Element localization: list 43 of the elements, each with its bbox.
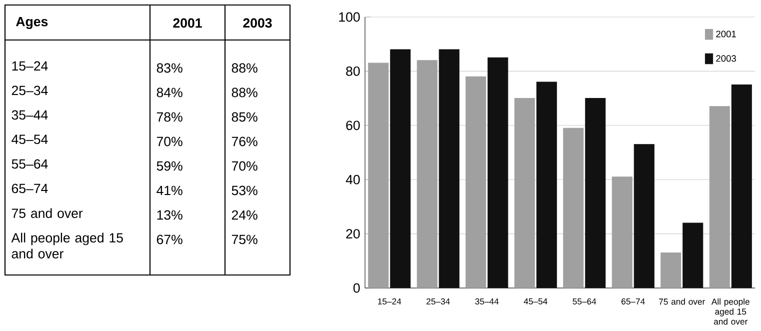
y-tick-label: 20 [346, 229, 360, 238]
category-label: 65–74 [12, 184, 48, 194]
x-tick-label: 65–74 [622, 298, 645, 304]
legend-label: 2003 [716, 55, 736, 62]
category-label: 15–24 [12, 61, 48, 71]
category-label: 55–64 [12, 159, 48, 169]
y-tick-label: 80 [346, 66, 360, 76]
text: Ages [16, 17, 48, 29]
data-label: 53% [232, 186, 258, 196]
data-label: 70% [232, 161, 258, 171]
x-tick-label: 75 and over [659, 298, 705, 305]
y-tick-label: 60 [346, 120, 360, 130]
category-label: 75 and over [12, 208, 83, 218]
category-label: 35–44 [12, 110, 48, 120]
category-label: 25–34 [12, 86, 48, 96]
y-tick-label: 100 [339, 12, 360, 22]
data-label: 88% [232, 88, 258, 98]
x-tick-label: 45–54 [524, 298, 548, 304]
y-tick-label: 40 [346, 174, 360, 184]
x-tick-label: 55–64 [572, 298, 596, 304]
data-label: 59% [156, 161, 182, 171]
data-label: 13% [157, 210, 182, 220]
data-label: 67% [156, 234, 182, 244]
y-tick-label: 0 [353, 283, 360, 293]
data-label: 78% [156, 112, 182, 122]
category-label: All people aged 15 and over [11, 232, 123, 258]
text: 2003 [243, 18, 272, 28]
data-label: 75% [232, 234, 258, 244]
data-label: 41% [156, 186, 182, 196]
x-tick-label: 15–24 [378, 298, 402, 304]
x-tick-label: 25–34 [426, 298, 450, 304]
x-tick-label: All people aged 15 and over [711, 298, 750, 325]
legend-label: 2001 [716, 30, 736, 38]
data-label: 88% [232, 63, 258, 73]
data-label: 76% [232, 136, 258, 146]
category-label: 45–54 [12, 134, 48, 144]
text: 2001 [173, 18, 202, 28]
x-tick-label: 35–44 [475, 298, 499, 304]
data-label: 24% [232, 210, 258, 220]
data-label: 85% [232, 112, 258, 122]
data-label: 84% [156, 88, 182, 98]
data-label: 70% [156, 136, 182, 146]
data-label: 83% [156, 63, 182, 73]
